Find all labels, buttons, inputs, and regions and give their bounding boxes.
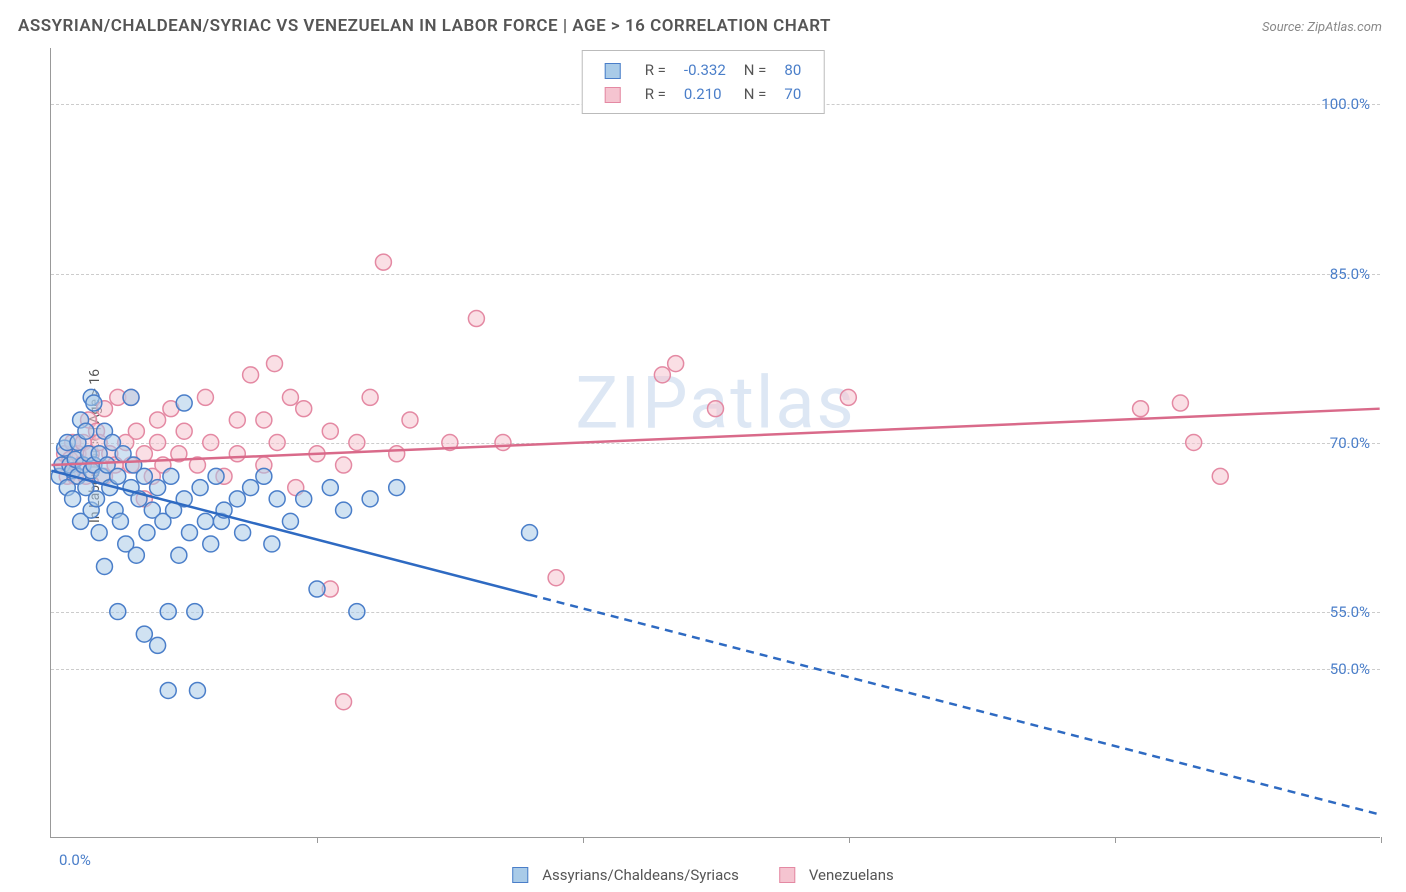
chart-title: ASSYRIAN/CHALDEAN/SYRIAC VS VENEZUELAN I… (18, 16, 831, 36)
gridline (51, 612, 1380, 613)
x-tick (849, 837, 850, 843)
y-tick-label: 55.0% (1330, 603, 1370, 621)
x-tick (583, 837, 584, 843)
x-tick (1381, 837, 1382, 843)
series-legend: Assyrians/Chaldeans/Syriacs Venezuelans (512, 866, 894, 884)
y-tick-label: 100.0% (1321, 95, 1370, 113)
plot-area: ZIPatlas 0.0% 50.0%55.0%70.0%85.0%100.0% (50, 48, 1380, 838)
gridline (51, 274, 1380, 275)
y-tick-label: 85.0% (1330, 265, 1370, 283)
x-tick (317, 837, 318, 843)
gridline (51, 669, 1380, 670)
y-tick-label: 50.0% (1330, 660, 1370, 678)
source-label: Source: ZipAtlas.com (1262, 20, 1382, 35)
watermark: ZIPatlas (575, 361, 855, 446)
legend-item: Venezuelans (779, 866, 894, 884)
x-origin-label: 0.0% (59, 851, 91, 869)
x-tick (1115, 837, 1116, 843)
legend-row: R =-0.332N =80 (597, 59, 810, 81)
legend-row: R =0.210N =70 (597, 83, 810, 105)
correlation-legend: R =-0.332N =80R =0.210N =70 (582, 50, 825, 114)
gridline (51, 443, 1380, 444)
y-tick-label: 70.0% (1330, 434, 1370, 452)
legend-item: Assyrians/Chaldeans/Syriacs (512, 866, 739, 884)
